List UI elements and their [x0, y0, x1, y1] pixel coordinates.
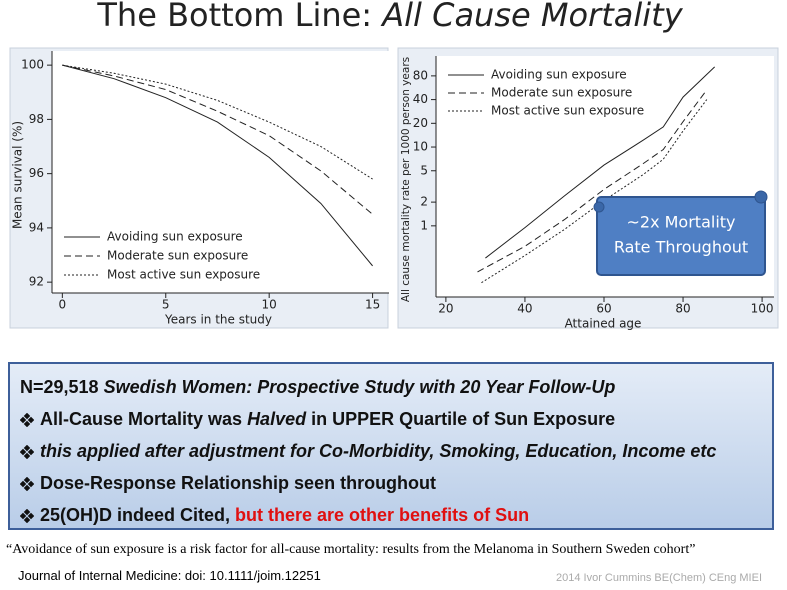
- callout-text: ~2x Mortality: [626, 213, 735, 232]
- legend-label: Moderate sun exposure: [107, 249, 248, 263]
- y-tick-label: 100: [21, 58, 44, 72]
- bullet-icon: [19, 508, 35, 524]
- y-tick-label: 5: [420, 163, 428, 177]
- y-tick-label: 96: [29, 166, 44, 180]
- x-tick-label: 15: [365, 298, 380, 312]
- text: All-Cause Mortality was: [40, 409, 248, 429]
- y-tick-label: 2: [420, 195, 428, 209]
- series-line: [62, 64, 373, 267]
- series-line: [62, 64, 373, 180]
- callout-roll: [754, 190, 768, 204]
- summary-box: N=29,518 Swedish Women: Prospective Stud…: [8, 362, 774, 530]
- y-tick-label: 98: [29, 112, 44, 126]
- y-tick-label: 10: [413, 140, 428, 154]
- y-axis-title: All cause mortality rate per 1000 person…: [400, 57, 412, 302]
- text: this applied after adjustment for Co-Mor…: [40, 441, 717, 461]
- legend-label: Most active sun exposure: [107, 268, 260, 282]
- x-tick-label: 80: [675, 302, 690, 316]
- legend-label: Moderate sun exposure: [491, 86, 632, 100]
- bullet-icon: [19, 476, 35, 492]
- x-tick-label: 40: [517, 302, 532, 316]
- text: but there are other benefits of Sun: [235, 505, 530, 525]
- text: 25(OH)D indeed Cited,: [40, 505, 236, 525]
- box-line: N=29,518 Swedish Women: Prospective Stud…: [20, 372, 762, 404]
- legend-label: Avoiding sun exposure: [107, 230, 243, 244]
- legend-label: Avoiding sun exposure: [491, 68, 627, 82]
- text: Dose-Response Relationship seen througho…: [40, 473, 437, 493]
- text: N=29,518: [20, 377, 104, 397]
- box-line: Dose-Response Relationship seen througho…: [19, 468, 762, 500]
- slide-title: The Bottom Line: All Cause Mortality: [96, 0, 683, 34]
- series-line: [485, 66, 716, 259]
- x-tick-label: 60: [596, 302, 611, 316]
- bullet-icon: [19, 444, 35, 460]
- callout: [596, 196, 766, 276]
- y-tick-label: 20: [413, 116, 428, 130]
- callout-text: Rate Throughout: [614, 238, 748, 257]
- journal: Journal of Internal Medicine: doi: 10.11…: [18, 568, 321, 583]
- x-tick-label: 10: [262, 298, 277, 312]
- title-italic: All Cause Mortality: [380, 0, 683, 34]
- y-axis-title: Mean survival (%): [11, 121, 25, 229]
- box-line: All-Cause Mortality was Halved in UPPER …: [19, 404, 762, 436]
- text: Halved: [247, 409, 307, 429]
- callout-roll: [593, 201, 605, 213]
- y-tick-label: 80: [413, 68, 428, 82]
- x-tick-label: 0: [59, 298, 67, 312]
- x-tick-label: 5: [162, 298, 170, 312]
- y-tick-label: 92: [29, 275, 44, 289]
- series-line: [481, 99, 708, 284]
- text: in UPPER Quartile of Sun Exposure: [306, 409, 616, 429]
- credit: 2014 Ivor Cummins BE(Chem) CEng MIEI: [556, 572, 763, 584]
- citation: “Avoidance of sun exposure is a risk fac…: [6, 542, 696, 557]
- x-tick-label: 20: [438, 302, 453, 316]
- y-tick-label: 1: [420, 218, 428, 232]
- legend-label: Most active sun exposure: [491, 104, 644, 118]
- text: Swedish Women: Prospective Study with 20…: [103, 377, 616, 397]
- box-line: this applied after adjustment for Co-Mor…: [19, 436, 762, 468]
- box-line: 25(OH)D indeed Cited, but there are othe…: [19, 500, 762, 532]
- y-tick-label: 94: [29, 220, 44, 234]
- plot-area: [52, 51, 389, 293]
- charts: The Bottom Line: All Cause Mortality 92 9…: [9, 0, 779, 331]
- x-axis-title: Years in the study: [164, 313, 272, 327]
- x-axis-title: Attained age: [565, 317, 642, 331]
- series-line: [477, 89, 708, 273]
- bullet-icon: [19, 412, 35, 428]
- x-tick-label: 100: [751, 302, 774, 316]
- title-plain: The Bottom Line:: [96, 0, 382, 34]
- y-tick-label: 40: [413, 92, 428, 106]
